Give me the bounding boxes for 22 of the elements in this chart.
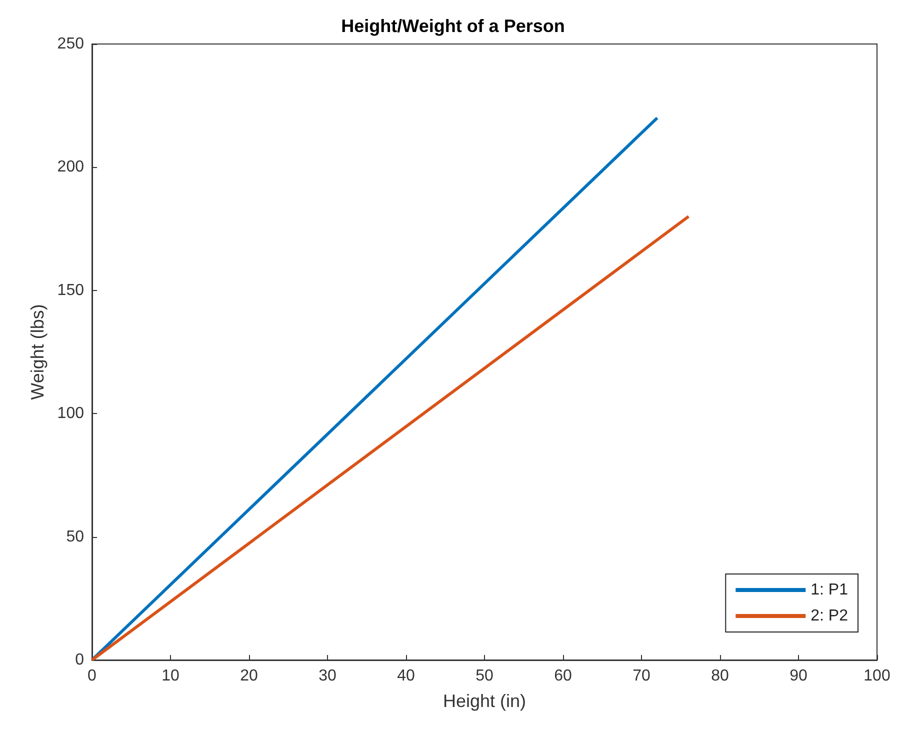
x-tick-label: 80 [711, 668, 729, 684]
y-tick-label: 150 [57, 282, 84, 299]
x-tick-label: 60 [554, 668, 572, 684]
x-tick-label: 30 [318, 668, 336, 684]
legend-label: 1: P1 [810, 582, 848, 598]
y-tick-label: 0 [75, 652, 84, 668]
x-tick-label: 70 [632, 668, 650, 684]
chart-title: Height/Weight of a Person [341, 16, 565, 36]
y-tick-label: 50 [66, 528, 84, 546]
x-tick-label: 40 [397, 668, 415, 684]
x-tick-label: 50 [476, 668, 494, 684]
x-tick-label: 100 [864, 668, 890, 684]
y-tick-label: 100 [57, 405, 84, 422]
x-tick-label: 90 [790, 668, 808, 684]
legend-label: 2: P2 [810, 608, 848, 624]
x-axis-title: Height (in) [442, 691, 526, 711]
x-tick-label: 10 [162, 668, 180, 684]
y-tick-label: 250 [57, 36, 84, 52]
y-tick-label: 200 [57, 158, 84, 176]
y-axis-title: Weight (lbs) [27, 304, 48, 400]
x-tick-label: 0 [88, 668, 97, 684]
x-tick-label: 20 [240, 668, 258, 684]
